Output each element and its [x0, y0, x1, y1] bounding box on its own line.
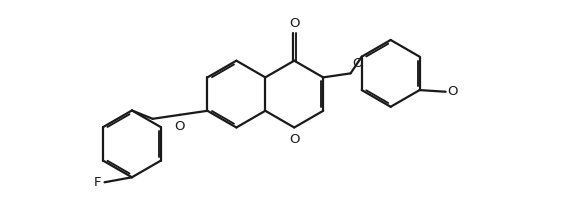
Text: O: O	[447, 85, 458, 98]
Text: O: O	[289, 133, 299, 146]
Text: O: O	[174, 120, 184, 133]
Text: O: O	[289, 17, 299, 30]
Text: F: F	[94, 176, 101, 189]
Text: O: O	[352, 57, 363, 70]
